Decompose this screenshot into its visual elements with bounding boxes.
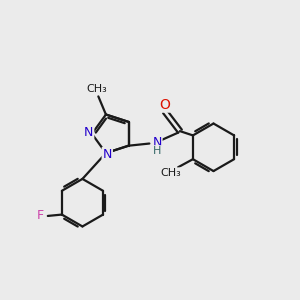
- Text: N: N: [84, 126, 93, 139]
- Text: N: N: [152, 136, 162, 149]
- Text: F: F: [37, 209, 44, 222]
- Text: O: O: [159, 98, 170, 112]
- Text: H: H: [153, 146, 161, 156]
- Text: N: N: [103, 148, 112, 161]
- Text: CH₃: CH₃: [87, 84, 107, 94]
- Text: CH₃: CH₃: [160, 168, 181, 178]
